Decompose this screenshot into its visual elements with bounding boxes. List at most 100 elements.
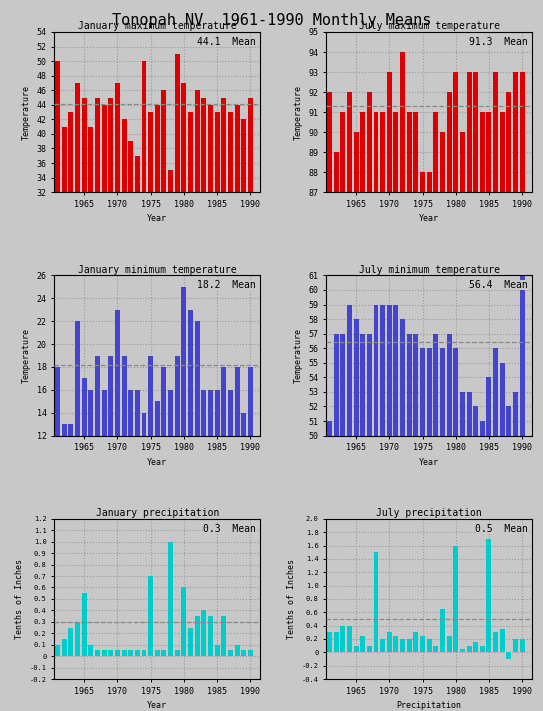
Bar bbox=[194, 616, 200, 656]
Bar bbox=[333, 632, 339, 652]
Bar bbox=[148, 356, 153, 573]
Bar bbox=[235, 645, 239, 656]
Bar bbox=[128, 651, 133, 656]
Bar bbox=[500, 363, 505, 711]
Bar bbox=[188, 628, 193, 656]
Bar bbox=[487, 112, 491, 711]
Bar bbox=[62, 127, 67, 425]
Bar bbox=[340, 626, 345, 652]
Bar bbox=[347, 92, 352, 711]
Bar bbox=[221, 616, 226, 656]
Text: 0.5  Mean: 0.5 Mean bbox=[475, 524, 528, 534]
Bar bbox=[466, 646, 471, 652]
Bar bbox=[333, 152, 339, 711]
Bar bbox=[214, 112, 219, 425]
Bar bbox=[181, 287, 186, 573]
Bar bbox=[394, 304, 399, 711]
Bar bbox=[248, 97, 253, 425]
Bar bbox=[194, 321, 200, 573]
Bar bbox=[241, 412, 246, 573]
Bar bbox=[367, 92, 372, 711]
Text: 18.2  Mean: 18.2 Mean bbox=[198, 280, 256, 290]
Bar bbox=[161, 367, 166, 573]
Bar bbox=[55, 645, 60, 656]
Title: January minimum temperature: January minimum temperature bbox=[78, 264, 237, 274]
Bar bbox=[208, 390, 213, 573]
Bar bbox=[81, 97, 87, 425]
Bar bbox=[407, 112, 412, 711]
Y-axis label: Tenths of Inches: Tenths of Inches bbox=[287, 559, 296, 639]
Bar bbox=[135, 156, 140, 425]
Bar bbox=[340, 333, 345, 711]
Bar bbox=[102, 390, 106, 573]
Bar bbox=[161, 90, 166, 425]
Bar bbox=[55, 367, 60, 573]
Bar bbox=[228, 390, 233, 573]
X-axis label: Year: Year bbox=[147, 458, 167, 466]
Bar bbox=[161, 651, 166, 656]
Bar bbox=[480, 646, 485, 652]
Bar bbox=[513, 72, 518, 711]
Bar bbox=[380, 639, 385, 652]
Bar bbox=[440, 609, 445, 652]
Bar bbox=[235, 105, 239, 425]
Bar bbox=[194, 90, 200, 425]
Bar bbox=[148, 576, 153, 656]
Bar bbox=[81, 593, 87, 656]
X-axis label: Year: Year bbox=[419, 214, 439, 223]
Bar bbox=[374, 552, 378, 652]
Bar bbox=[400, 319, 405, 711]
Bar bbox=[387, 632, 392, 652]
Bar bbox=[333, 333, 339, 711]
Bar bbox=[427, 348, 432, 711]
X-axis label: Year: Year bbox=[147, 214, 167, 223]
Bar bbox=[340, 112, 345, 711]
Bar bbox=[75, 83, 80, 425]
Bar bbox=[235, 367, 239, 573]
Bar bbox=[460, 649, 465, 652]
Bar bbox=[122, 651, 127, 656]
Bar bbox=[466, 72, 471, 711]
Bar bbox=[95, 651, 100, 656]
Bar bbox=[155, 105, 160, 425]
Text: 44.1  Mean: 44.1 Mean bbox=[198, 37, 256, 47]
Bar bbox=[115, 651, 120, 656]
Bar bbox=[228, 651, 233, 656]
Bar bbox=[427, 172, 432, 711]
Bar bbox=[413, 112, 418, 711]
Bar bbox=[473, 407, 478, 711]
Bar bbox=[155, 651, 160, 656]
Bar bbox=[347, 304, 352, 711]
Bar bbox=[175, 356, 180, 573]
Bar bbox=[128, 390, 133, 573]
Bar bbox=[380, 112, 385, 711]
Bar bbox=[367, 333, 372, 711]
Bar bbox=[493, 632, 498, 652]
Bar bbox=[68, 628, 73, 656]
Bar bbox=[433, 646, 438, 652]
Bar bbox=[188, 310, 193, 573]
Bar bbox=[440, 132, 445, 711]
Bar bbox=[81, 378, 87, 573]
Bar bbox=[181, 83, 186, 425]
Bar bbox=[400, 639, 405, 652]
Bar bbox=[102, 105, 106, 425]
Bar bbox=[446, 636, 452, 652]
Bar bbox=[248, 367, 253, 573]
Bar bbox=[108, 356, 113, 573]
Bar bbox=[155, 401, 160, 573]
Bar bbox=[433, 333, 438, 711]
Text: 0.3  Mean: 0.3 Mean bbox=[203, 524, 256, 534]
Y-axis label: Temperature: Temperature bbox=[294, 328, 303, 383]
X-axis label: Precipitation: Precipitation bbox=[396, 701, 462, 710]
Bar bbox=[89, 390, 93, 573]
Bar bbox=[394, 112, 399, 711]
Bar bbox=[400, 52, 405, 711]
Bar bbox=[353, 646, 358, 652]
Bar bbox=[487, 378, 491, 711]
Bar bbox=[168, 171, 173, 425]
Bar bbox=[500, 629, 505, 652]
Bar bbox=[201, 390, 206, 573]
Bar bbox=[507, 92, 512, 711]
Bar bbox=[128, 141, 133, 425]
